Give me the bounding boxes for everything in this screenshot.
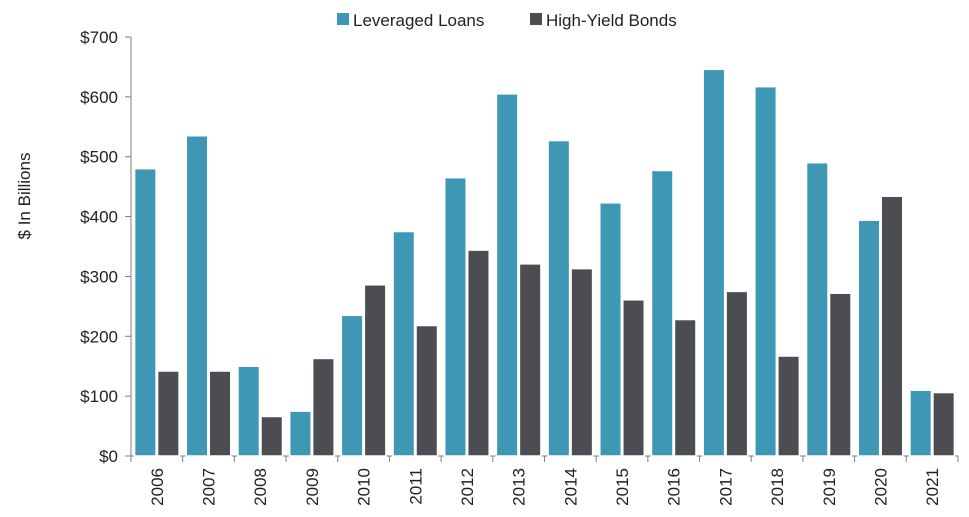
bar-leveraged-loans-2016: [650, 169, 674, 457]
legend: Leveraged Loans High-Yield Bonds: [337, 11, 677, 30]
y-tick-label: $300: [80, 267, 118, 286]
x-tick-label: 2006: [148, 468, 167, 506]
x-tick-label: 2021: [923, 468, 942, 506]
bar-high-yield-bonds-2006: [156, 370, 180, 457]
bar-leveraged-loans-2011: [392, 230, 416, 457]
x-tick-label: 2010: [355, 468, 374, 506]
bar-high-yield-bonds-2019: [828, 292, 852, 457]
bar-high-yield-bonds-2015: [622, 299, 646, 457]
bar-high-yield-bonds-2014: [570, 267, 594, 457]
x-tick-label: 2008: [251, 468, 270, 506]
bar-leveraged-loans-2008: [237, 365, 261, 457]
bar-leveraged-loans-2018: [754, 85, 778, 457]
legend-label-leveraged-loans: Leveraged Loans: [353, 11, 484, 30]
legend-swatch-high-yield-bonds: [530, 13, 542, 25]
bar-leveraged-loans-2006: [133, 167, 157, 457]
x-tick-label: 2009: [303, 468, 322, 506]
legend-swatch-leveraged-loans: [337, 13, 349, 25]
x-tick-label: 2014: [561, 468, 580, 506]
bar-high-yield-bonds-2011: [415, 324, 439, 457]
bar-leveraged-loans-2021: [909, 389, 933, 457]
bar-high-yield-bonds-2010: [363, 284, 387, 457]
bar-high-yield-bonds-2013: [518, 263, 542, 457]
bar-high-yield-bonds-2007: [208, 370, 232, 457]
x-tick-label: 2017: [716, 468, 735, 506]
y-tick-label: $0: [99, 447, 118, 466]
bar-leveraged-loans-2013: [495, 93, 519, 457]
x-tick-label: 2011: [406, 468, 425, 505]
y-tick-label: $500: [80, 148, 118, 167]
bar-leveraged-loans-2012: [443, 176, 467, 457]
x-tick-label: 2018: [768, 468, 787, 506]
bar-high-yield-bonds-2021: [932, 391, 956, 457]
plot-area: $0 $100 $200 $300 $400 $500 $600 $700 2006 2007 20…: [80, 28, 959, 506]
x-tick-label: 2020: [871, 468, 890, 506]
bar-high-yield-bonds-2020: [880, 195, 904, 457]
bar-leveraged-loans-2019: [805, 161, 829, 457]
y-tick-label: $200: [80, 327, 118, 346]
y-tick-label: $700: [80, 28, 118, 47]
bar-high-yield-bonds-2018: [777, 355, 801, 457]
bar-leveraged-loans-2015: [599, 202, 623, 457]
x-tick-label: 2012: [458, 468, 477, 506]
bar-high-yield-bonds-2012: [466, 249, 490, 457]
bar-high-yield-bonds-2016: [673, 318, 697, 457]
bar-leveraged-loans-2020: [857, 219, 881, 457]
bar-leveraged-loans-2009: [288, 410, 312, 457]
y-axis-title: $ In Billions: [15, 153, 34, 240]
bar-leveraged-loans-2017: [702, 68, 726, 457]
bar-leveraged-loans-2007: [185, 135, 209, 457]
bar-high-yield-bonds-2009: [311, 357, 335, 457]
y-tick-label: $100: [80, 387, 118, 406]
x-tick-label: 2013: [510, 468, 529, 506]
bar-leveraged-loans-2010: [340, 314, 364, 457]
x-tick-label: 2007: [200, 468, 219, 506]
legend-label-high-yield-bonds: High-Yield Bonds: [546, 11, 677, 30]
bar-leveraged-loans-2014: [547, 139, 571, 457]
y-tick-label: $600: [80, 88, 118, 107]
x-tick-label: 2016: [665, 468, 684, 506]
bar-high-yield-bonds-2017: [725, 290, 749, 457]
x-tick-label: 2015: [613, 468, 632, 506]
y-tick-label: $400: [80, 208, 118, 227]
bar-high-yield-bonds-2008: [260, 415, 284, 457]
x-tick-label: 2019: [820, 468, 839, 506]
